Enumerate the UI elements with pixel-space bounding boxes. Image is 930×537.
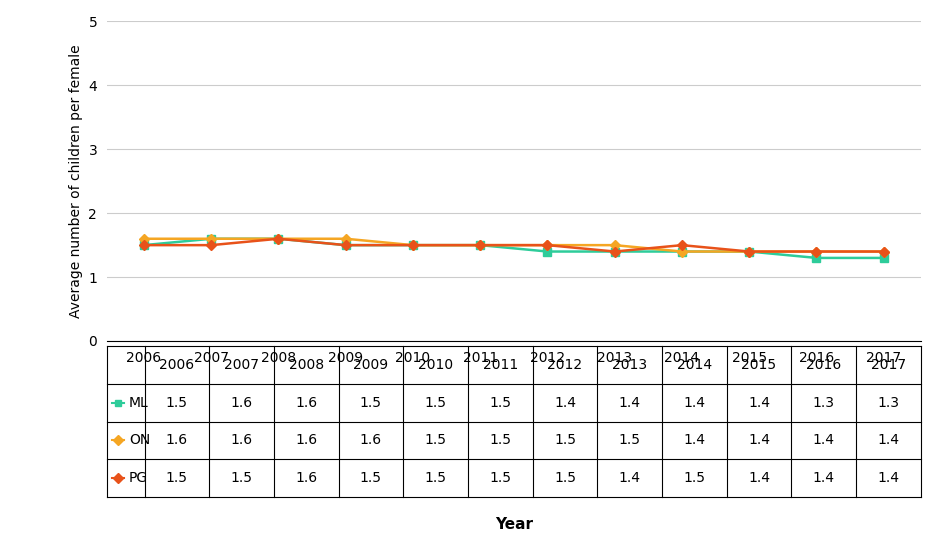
Text: 1.6: 1.6 [295, 433, 317, 447]
PG [139, 242, 150, 248]
ON [272, 236, 284, 242]
Text: 1.4: 1.4 [618, 396, 641, 410]
ML [542, 248, 553, 255]
ON [340, 236, 352, 242]
ML [474, 242, 485, 248]
Text: ON: ON [129, 433, 150, 447]
PG [676, 242, 687, 248]
Text: 1.3: 1.3 [877, 396, 899, 410]
ON [811, 248, 822, 255]
Text: 1.5: 1.5 [489, 471, 512, 485]
Text: 2012: 2012 [548, 358, 582, 372]
Text: 1.3: 1.3 [813, 396, 835, 410]
Text: 1.6: 1.6 [295, 471, 317, 485]
Text: 2015: 2015 [741, 358, 777, 372]
ML [811, 255, 822, 261]
Text: 1.5: 1.5 [489, 396, 512, 410]
Text: 1.5: 1.5 [231, 471, 253, 485]
Text: 1.5: 1.5 [166, 396, 188, 410]
Text: 1.5: 1.5 [425, 433, 446, 447]
Y-axis label: Average number of children per female: Average number of children per female [69, 45, 83, 318]
Text: 1.4: 1.4 [684, 396, 705, 410]
PG [878, 248, 889, 255]
ON [407, 242, 418, 248]
Text: ML: ML [129, 396, 149, 410]
Text: 1.6: 1.6 [231, 433, 253, 447]
Text: 1.5: 1.5 [554, 471, 576, 485]
Text: 1.4: 1.4 [684, 433, 705, 447]
Text: 1.5: 1.5 [684, 471, 705, 485]
ML [676, 248, 687, 255]
PG [340, 242, 352, 248]
Text: 2010: 2010 [418, 358, 453, 372]
Text: 1.5: 1.5 [618, 433, 641, 447]
Text: 2016: 2016 [806, 358, 842, 372]
Text: Year: Year [495, 517, 533, 532]
Text: 2006: 2006 [159, 358, 194, 372]
Text: 2017: 2017 [870, 358, 906, 372]
Line: ML: ML [140, 235, 888, 262]
Text: 2011: 2011 [483, 358, 518, 372]
Text: 2013: 2013 [612, 358, 647, 372]
ML [407, 242, 418, 248]
Text: 1.6: 1.6 [166, 433, 188, 447]
Text: 1.4: 1.4 [748, 396, 770, 410]
Text: 2008: 2008 [288, 358, 324, 372]
PG [609, 248, 620, 255]
ML [272, 236, 284, 242]
Line: ON: ON [140, 235, 887, 255]
Text: 1.5: 1.5 [166, 471, 188, 485]
Text: 1.4: 1.4 [618, 471, 641, 485]
Text: 1.4: 1.4 [813, 433, 835, 447]
PG [407, 242, 418, 248]
ML [609, 248, 620, 255]
PG [474, 242, 485, 248]
Text: 1.5: 1.5 [489, 433, 512, 447]
Text: 2014: 2014 [677, 358, 711, 372]
Text: 1.4: 1.4 [748, 433, 770, 447]
Text: 1.4: 1.4 [748, 471, 770, 485]
Text: 1.4: 1.4 [813, 471, 835, 485]
Text: 1.6: 1.6 [360, 433, 382, 447]
Text: PG: PG [129, 471, 148, 485]
ON [542, 242, 553, 248]
ML [340, 242, 352, 248]
PG [542, 242, 553, 248]
Text: 1.6: 1.6 [231, 396, 253, 410]
ON [878, 248, 889, 255]
Text: 1.4: 1.4 [877, 433, 899, 447]
ON [206, 236, 217, 242]
Text: 1.6: 1.6 [295, 396, 317, 410]
ML [744, 248, 755, 255]
ON [609, 242, 620, 248]
ON [474, 242, 485, 248]
ON [676, 248, 687, 255]
PG [744, 248, 755, 255]
ML [878, 255, 889, 261]
ON [139, 236, 150, 242]
ON [744, 248, 755, 255]
Text: 1.4: 1.4 [554, 396, 576, 410]
PG [272, 236, 284, 242]
Line: PG: PG [140, 235, 887, 255]
Text: 1.4: 1.4 [877, 471, 899, 485]
ML [206, 236, 217, 242]
Text: 2007: 2007 [224, 358, 259, 372]
PG [206, 242, 217, 248]
PG [811, 248, 822, 255]
ML [139, 242, 150, 248]
Text: 1.5: 1.5 [425, 396, 446, 410]
Text: 1.5: 1.5 [554, 433, 576, 447]
Text: 1.5: 1.5 [360, 471, 382, 485]
Text: 1.5: 1.5 [425, 471, 446, 485]
Text: 2009: 2009 [353, 358, 389, 372]
Text: 1.5: 1.5 [360, 396, 382, 410]
